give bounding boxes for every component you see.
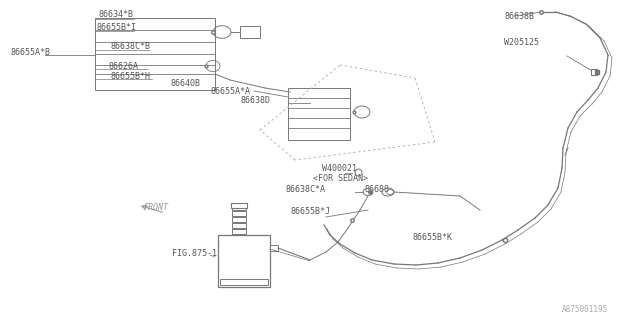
Text: <FOR SEDAN>: <FOR SEDAN> [313,173,368,182]
Text: 86655B*J: 86655B*J [290,206,330,215]
Text: FIG.875-1: FIG.875-1 [172,250,217,259]
Text: 86626A: 86626A [108,61,138,70]
Bar [232,205,246,210]
Bar [232,223,246,228]
Text: 86655B*H: 86655B*H [110,71,150,81]
Text: W205125: W205125 [504,37,539,46]
Text: 86640B: 86640B [170,78,200,87]
Bar [240,26,260,38]
Text: 86655B*I: 86655B*I [96,22,136,31]
Bar [220,279,268,285]
Text: 86688: 86688 [364,185,389,194]
Text: 86634*B: 86634*B [98,10,133,19]
Bar [95,18,215,90]
Bar [232,211,246,216]
Text: 86638C*A: 86638C*A [285,185,325,194]
Bar [218,235,270,287]
Text: FRONT: FRONT [144,204,169,212]
Text: 86655A*A: 86655A*A [210,86,250,95]
Text: 86655A*B: 86655A*B [10,47,50,57]
Bar [288,88,350,140]
Bar [232,229,246,234]
Text: 86638D: 86638D [240,95,270,105]
Bar [232,217,246,222]
Text: 86638B: 86638B [504,12,534,20]
Text: A875001195: A875001195 [562,306,608,315]
Text: 86638C*B: 86638C*B [110,42,150,51]
Bar [270,245,278,251]
Bar [231,203,247,208]
Text: W400021: W400021 [322,164,357,172]
Text: 86655B*K: 86655B*K [412,234,452,243]
